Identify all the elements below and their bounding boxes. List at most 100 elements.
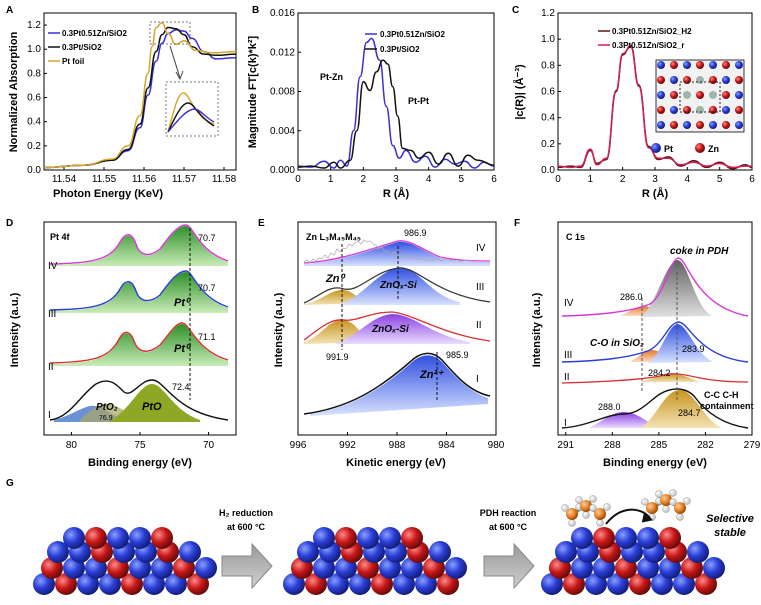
panel-d-xlabel: Binding energy (eV) [88, 457, 192, 469]
xtick-label-d-2: 70 [203, 440, 215, 451]
panel-e-label: E [258, 218, 265, 229]
panel-f-label: F [514, 218, 520, 229]
ytick-label-a-1: 0.2 [27, 141, 41, 152]
ytick-label-c-4: 0.8 [541, 60, 555, 71]
crystal-atom [683, 91, 691, 99]
xtick-label-b-4: 4 [426, 174, 432, 185]
e-zn2: Zn²⁺ [419, 369, 444, 381]
f-iii-fit [561, 321, 749, 363]
f-row-ii: II [564, 372, 570, 383]
legend-label-a-2: 0.3Pt/SiO2 [62, 43, 102, 52]
panel-f-title: C 1s [566, 232, 585, 242]
ytick-label-b-3: 0.012 [270, 47, 295, 58]
cluster-atom [687, 541, 709, 563]
hydrogen-atom [561, 504, 569, 512]
crystal-atom [696, 121, 704, 129]
f-row-iii: III [564, 350, 572, 361]
d-iii-fit [49, 270, 229, 311]
xtick-label-b-0: 0 [295, 174, 301, 185]
ytick-label-c-1: 0.2 [541, 139, 555, 150]
hydrogen-atom [596, 519, 604, 527]
crystal-atom [696, 106, 704, 114]
xtick-label-e-4: 980 [488, 440, 505, 451]
panel-b-xlabel: R (Å) [383, 187, 410, 200]
crystal-atom [735, 91, 743, 99]
cluster-atom [335, 527, 357, 549]
cluster-reduced [283, 527, 467, 595]
cluster-atom [357, 527, 379, 549]
crystal-atom [709, 76, 717, 84]
e-iii-znox [340, 268, 460, 305]
panel-d-title: Pt 4f [50, 232, 71, 242]
d-i-pto [110, 384, 200, 422]
legend-label-b-1: 0.3Pt0.51Zn/SiO2 [380, 30, 445, 39]
cluster-initial [33, 527, 217, 595]
hydrogen-atom [669, 489, 677, 497]
cluster-atom [637, 527, 659, 549]
panel-c-xlabel: R (Å) [642, 187, 669, 200]
xtick-label-c-4: 4 [685, 174, 691, 185]
panel-a-series [43, 21, 237, 169]
hydrogen-atom [603, 503, 611, 511]
crystal-atom [735, 121, 743, 129]
legend-label-c-2: 0.3Pt0.51Zn/SiO2_r [612, 41, 684, 50]
series-b-2 [297, 59, 495, 169]
crystal-atom [657, 91, 665, 99]
d-iii-fill [50, 272, 228, 313]
e-row-i: I [476, 374, 479, 385]
ytick-label-b-4: 0.016 [270, 8, 295, 19]
xtick-label-d-1: 75 [134, 440, 146, 451]
xtick-label-c-1: 1 [588, 174, 594, 185]
zoom-arrowhead [175, 70, 184, 81]
e-peak-iv: 986.9 [404, 228, 427, 238]
propane-molecules [561, 489, 691, 527]
xtick-label-d-0: 80 [66, 440, 78, 451]
carbon-atom [594, 508, 606, 520]
f-iv-fit [561, 257, 749, 317]
inset-frame [165, 81, 219, 137]
legend-pt-atom [651, 143, 661, 153]
f-row-i: I [564, 418, 567, 429]
d-iv-fill [50, 226, 228, 266]
d-peak-iv: 70.7 [198, 233, 216, 243]
series-c-2 [557, 46, 752, 169]
crystal-atom [722, 61, 730, 69]
panel-a: A 11.54 11.55 11.56 11.57 11.58 0.0 0.2 0.4 0.6 0… [6, 5, 237, 200]
f-ii-fill [640, 374, 700, 382]
ytick-label-b-0: 0.000 [270, 165, 295, 176]
d-pt0-iii: Pt⁰ [174, 297, 192, 309]
e-znox-iii: ZnOₓ-Si [379, 280, 417, 291]
ytick-label-a-2: 0.4 [27, 117, 41, 128]
d-iv-fit [49, 224, 229, 265]
f-i-cc [640, 390, 722, 428]
hydrogen-atom [589, 495, 597, 503]
e-row-iv: IV [476, 243, 486, 254]
d-row-iii: III [48, 309, 56, 320]
ytick-label-a-0: 0.0 [27, 165, 41, 176]
process-arrow-2 [483, 542, 535, 590]
cluster-atom [429, 541, 451, 563]
cluster-atom [151, 527, 173, 549]
ytick-label-a-3: 0.6 [27, 93, 41, 104]
e-peak-ii: 991.9 [326, 352, 349, 362]
zoom-region [149, 21, 191, 45]
crystal-atom [722, 121, 730, 129]
panel-e: E Zn L₃M₄₅M₄₅ 996 992 988 984 980 IV III II … [258, 218, 505, 469]
ytick-label-a-6: 1.2 [27, 20, 41, 31]
crystal-atom [683, 106, 691, 114]
xtick-label-f-0: 291 [557, 440, 574, 451]
ytick-label-c-0: 0.0 [541, 165, 555, 176]
ytick-label-b-2: 0.008 [270, 87, 295, 98]
panel-g: G H₂ reduction at 600 °C PDH reaction at… [6, 478, 754, 595]
crystal-atom [709, 106, 717, 114]
crystal-unit-cell [679, 81, 721, 113]
panel-f-frame [557, 221, 753, 436]
xtick-label-b-2: 2 [361, 174, 367, 185]
legend-label-b-2: 0.3Pt/SiO2 [380, 45, 420, 54]
cluster-atom [179, 541, 201, 563]
crystal-atom [709, 91, 717, 99]
panel-c-ylabel: |c(R)| (Å⁻³) [513, 64, 526, 120]
ytick-label-a-5: 1.0 [27, 44, 41, 55]
f-ii-fit [561, 373, 749, 384]
e-iv-raw [303, 239, 472, 264]
